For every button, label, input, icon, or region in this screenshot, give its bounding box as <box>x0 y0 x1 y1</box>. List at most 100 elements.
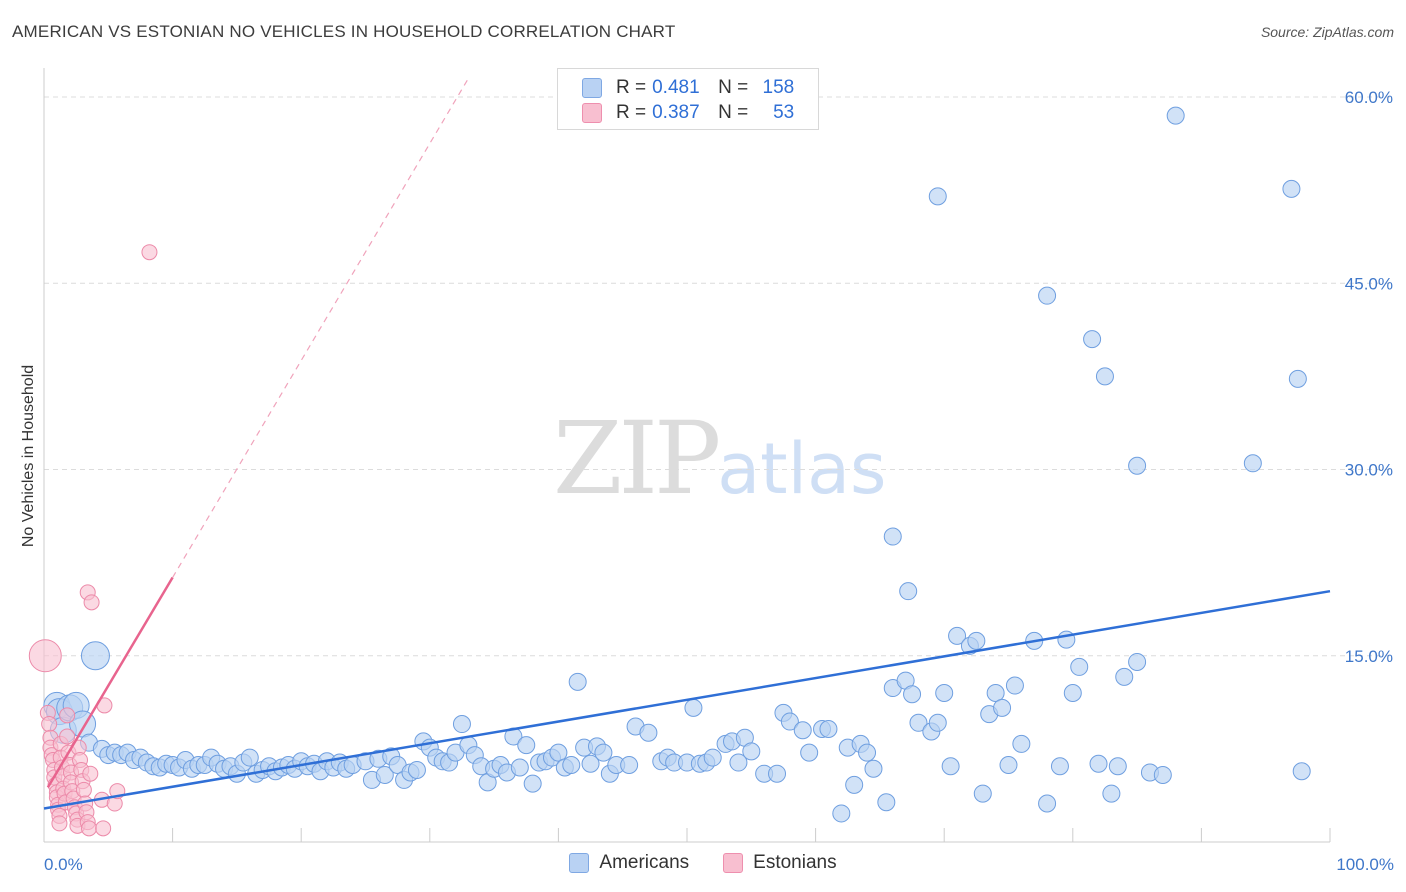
americans-point <box>1166 106 1185 125</box>
americans-point <box>909 713 928 732</box>
americans-point <box>948 626 967 645</box>
americans-point <box>864 759 883 778</box>
americans-point <box>1282 179 1301 198</box>
legend-item-estonians[interactable]: Estonians <box>723 852 837 874</box>
estonians-point <box>41 716 58 733</box>
americans-point <box>800 743 819 762</box>
y-tick-label: 45.0% <box>1345 274 1393 293</box>
americans-point <box>899 582 918 601</box>
estonians-point <box>95 820 112 837</box>
legend-r-value: 0.387 <box>652 102 700 123</box>
estonians-trendline <box>46 576 174 789</box>
legend-r-label: R = <box>616 102 647 123</box>
americans-point <box>1102 784 1121 803</box>
americans-point <box>581 754 600 773</box>
americans-point <box>703 748 722 767</box>
estonians-point <box>82 765 99 782</box>
chart-title: AMERICAN VS ESTONIAN NO VEHICLES IN HOUS… <box>12 22 676 41</box>
estonians-point <box>83 594 100 611</box>
americans-point <box>999 756 1018 775</box>
source-label: Source: ZipAtlas.com <box>1260 24 1394 40</box>
americans-point <box>684 698 703 717</box>
americans-swatch <box>569 853 590 873</box>
americans-point <box>240 748 259 767</box>
americans-point <box>562 756 581 775</box>
americans-point <box>941 757 960 776</box>
series-legend: Americans Estonians <box>0 852 1406 874</box>
x-tick-label: 100.0% <box>1336 855 1394 874</box>
americans-point <box>1288 369 1307 388</box>
americans-point <box>883 527 902 546</box>
americans-point <box>1153 765 1172 784</box>
estonians-point <box>28 639 62 673</box>
americans-point <box>1038 286 1057 305</box>
americans-point <box>452 715 471 734</box>
legend-label-americans: Americans <box>599 852 690 873</box>
americans-point <box>1095 367 1114 386</box>
americans-point <box>80 641 110 671</box>
americans-point <box>845 775 864 794</box>
americans-point <box>967 631 986 650</box>
legend-item-americans[interactable]: Americans <box>569 852 689 874</box>
americans-point <box>1128 456 1147 475</box>
americans-point <box>620 756 639 775</box>
americans-point <box>928 187 947 206</box>
americans-point <box>1038 794 1057 813</box>
americans-point <box>819 720 838 739</box>
x-tick-label: 0.0% <box>44 855 83 874</box>
legend-n-value: 158 <box>762 77 795 98</box>
americans-point <box>639 723 658 742</box>
americans-point <box>1115 667 1134 686</box>
estonians-point <box>59 728 76 745</box>
americans-point <box>858 743 877 762</box>
americans-point <box>742 742 761 761</box>
y-tick-label: 30.0% <box>1345 461 1393 480</box>
americans-point <box>1089 754 1108 773</box>
americans-point <box>568 672 587 691</box>
stats-legend: R = 0.481 N = 158 R = 0.387 N = 53 <box>557 68 819 130</box>
americans-point <box>986 684 1005 702</box>
legend-n-label: N = <box>718 102 749 123</box>
estonians-point <box>75 781 92 798</box>
estonians-point <box>51 815 68 832</box>
americans-point <box>935 684 954 702</box>
americans-point <box>877 793 896 812</box>
americans-point <box>549 743 568 762</box>
americans-point <box>1012 734 1031 753</box>
americans-point <box>729 753 748 772</box>
americans-point <box>1128 652 1147 671</box>
americans-point <box>594 743 613 762</box>
americans-point <box>993 698 1012 717</box>
americans-point <box>1083 330 1102 349</box>
watermark-zip: ZIP <box>553 400 721 517</box>
americans-point <box>973 784 992 803</box>
americans-point <box>1292 762 1311 781</box>
legend-row-estonians: R = 0.387 N = 53 <box>582 101 794 125</box>
y-tick-label: 60.0% <box>1345 88 1393 107</box>
legend-r-value: 0.481 <box>652 77 700 98</box>
estonians-point <box>81 820 98 837</box>
estonians-point <box>59 707 76 724</box>
americans-point <box>1005 676 1024 695</box>
americans-point <box>523 774 542 793</box>
americans-point <box>793 721 812 740</box>
estonians-swatch <box>582 103 602 123</box>
estonians-swatch <box>723 853 744 873</box>
legend-r-label: R = <box>616 77 647 98</box>
americans-point <box>1070 657 1089 676</box>
americans-point <box>1050 757 1069 776</box>
americans-point <box>517 736 536 755</box>
legend-n-label: N = <box>718 77 749 98</box>
estonians-trendline-extrapolated <box>172 78 469 578</box>
americans-point <box>375 765 394 784</box>
americans-swatch <box>582 78 602 98</box>
americans-point <box>407 760 426 779</box>
legend-label-estonians: Estonians <box>753 852 837 873</box>
americans-point <box>903 685 922 704</box>
americans-trendline <box>43 589 1331 810</box>
americans-point <box>510 758 529 777</box>
americans-point <box>832 804 851 823</box>
americans-point <box>1108 757 1127 776</box>
legend-row-americans: R = 0.481 N = 158 <box>582 76 794 100</box>
